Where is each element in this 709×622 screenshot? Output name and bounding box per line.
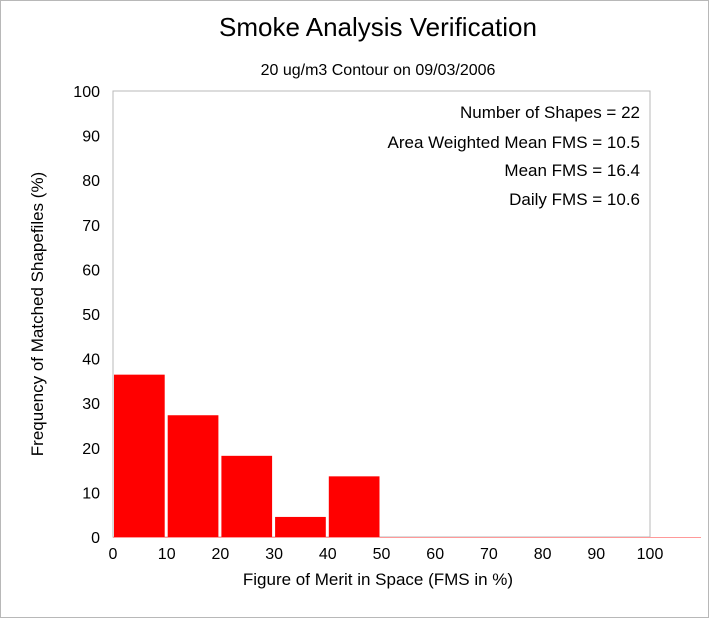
y-tick-label: 40 [82,352,100,369]
histogram-bar-2 [221,455,273,537]
x-tick-label: 90 [587,546,605,563]
histogram-bar-0 [114,374,165,537]
y-tick-label: 90 [82,129,100,146]
histogram-bar-3 [275,516,326,537]
y-tick-label: 100 [73,84,100,101]
y-tick-label: 20 [82,441,100,458]
x-tick-label: 70 [480,546,498,563]
y-axis-label: Frequency of Matched Shapefiles (%) [28,172,47,456]
stats-box: Number of Shapes = 22 Area Weighted Mean… [388,103,640,209]
x-tick-label: 30 [265,546,283,563]
stat-area-weighted-mean-fms: Area Weighted Mean FMS = 10.5 [388,133,640,152]
chart-subtitle: 20 ug/m3 Contour on 09/03/2006 [261,62,496,79]
x-tick-label: 100 [637,546,664,563]
x-tick-label: 50 [373,546,391,563]
x-tick-label: 20 [212,546,230,563]
bars-group [114,374,380,537]
x-tick-label: 40 [319,546,337,563]
y-tick-labels: 0 10 20 30 40 50 60 70 80 90 100 [73,84,100,547]
x-tick-labels: 0 10 20 30 40 50 60 70 80 90 100 [109,546,664,563]
x-tick-label: 80 [534,546,552,563]
x-tick-label: 0 [109,546,118,563]
y-tick-label: 0 [91,530,100,547]
x-tick-label: 10 [158,546,176,563]
stat-daily-fms: Daily FMS = 10.6 [509,190,640,209]
y-tick-label: 70 [82,218,100,235]
chart-title: Smoke Analysis Verification [219,12,537,42]
y-tick-label: 50 [82,307,100,324]
stat-mean-fms: Mean FMS = 16.4 [504,161,640,180]
x-tick-label: 60 [426,546,444,563]
x-axis-label: Figure of Merit in Space (FMS in %) [243,570,513,589]
histogram-bar-1 [167,415,219,537]
y-tick-label: 30 [82,396,100,413]
y-tick-label: 60 [82,262,100,279]
y-tick-label: 80 [82,173,100,190]
y-tick-label: 10 [82,485,100,502]
stat-number-of-shapes: Number of Shapes = 22 [460,103,640,122]
histogram-bar-4 [328,476,380,537]
